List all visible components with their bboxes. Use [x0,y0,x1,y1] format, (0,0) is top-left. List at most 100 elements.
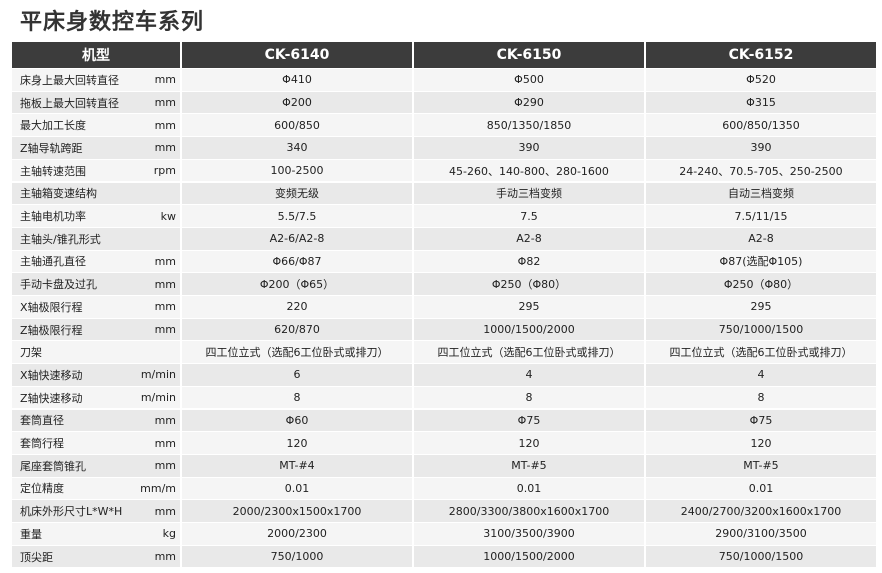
table-row: X轴极限行程 mm 220 295 295 [12,295,878,318]
param-value: 1000/1500/2000 [414,545,646,568]
param-value: 45-260、140-800、280-1600 [414,159,646,182]
param-unit: mm [142,545,182,568]
param-value: 750/1000 [182,545,414,568]
param-value: 340 [182,137,414,159]
table-row: 尾座套筒锥孔 mm MT-#4 MT-#5 MT-#5 [12,453,878,477]
param-unit: mm [142,69,182,91]
param-value: 0.01 [182,477,414,500]
param-value: 8 [646,386,878,409]
param-value: 四工位立式（选配6工位卧式或排刀） [646,341,878,364]
param-value: Φ200 [182,91,414,114]
param-value: 8 [414,386,646,409]
param-name: 套筒直径 [20,414,64,428]
param-value: 220 [182,296,414,318]
param-unit: mm [142,454,182,477]
param-value: 100-2500 [182,159,414,182]
param-value: 750/1000/1500 [646,318,878,341]
param-unit: mm [142,273,182,295]
param-name: 床身上最大回转直径 [20,73,119,87]
page-title: 平床身数控车系列 [20,10,205,35]
param-name: 刀架 [20,346,42,360]
param-unit: mm [142,432,182,454]
table-row: 主轴通孔直径 mm Φ66/Φ87 Φ82 Φ87(选配Φ105) [12,249,878,273]
param-value: Φ66/Φ87 [182,250,414,273]
table-row: Z轴导轨跨距 mm 340 390 390 [12,136,878,159]
param-value: MT-#4 [182,454,414,477]
table-row: 主轴头/锥孔形式 A2-6/A2-8 A2-8 A2-8 [12,226,878,250]
param-unit [142,341,182,364]
param-value: 120 [182,432,414,454]
param-unit [142,227,182,250]
param-value: 0.01 [414,477,646,500]
param-value: 1000/1500/2000 [414,318,646,341]
param-name: X轴极限行程 [20,300,83,314]
param-name: 重量 [20,527,42,541]
param-unit: m/min [141,364,182,386]
param-value: Φ250（Φ80） [646,273,878,295]
param-name: 主轴电机功率 [20,210,86,224]
table-row: 手动卡盘及过孔 mm Φ200（Φ65） Φ250（Φ80） Φ250（Φ80） [12,272,878,295]
param-unit: kw [142,205,182,227]
table-row: 主轴转速范围 rpm 100-2500 45-260、140-800、280-1600… [12,158,878,182]
param-value: Φ60 [182,409,414,432]
param-value: A2-6/A2-8 [182,227,414,250]
param-unit [142,182,182,205]
param-unit: mm [142,409,182,432]
param-unit: mm/m [140,477,182,500]
param-name: 顶尖距 [20,550,53,564]
table-row: 主轴电机功率 kw 5.5/7.5 7.5 7.5/11/15 [12,204,878,227]
table-row: 刀架 四工位立式（选配6工位卧式或排刀） 四工位立式（选配6工位卧式或排刀） 四工位立… [12,340,878,364]
param-value: Φ87(选配Φ105) [646,250,878,273]
table-row: 主轴箱变速结构 变频无级 手动三档变频 自动三档变频 [12,181,878,205]
param-name: 手动卡盘及过孔 [20,278,97,292]
header-cell: CK-6152 [646,42,878,68]
param-name: 主轴转速范围 [20,164,86,178]
table-row: 定位精度 mm/m 0.01 0.01 0.01 [12,476,878,500]
param-name: 主轴通孔直径 [20,255,86,269]
param-value: 变频无级 [182,182,414,205]
param-name: X轴快速移动 [20,368,83,382]
param-value: 3100/3500/3900 [414,523,646,545]
param-value: 7.5/11/15 [646,205,878,227]
param-value: 四工位立式（选配6工位卧式或排刀） [414,341,646,364]
param-value: Φ82 [414,250,646,273]
header-row: 机型 CK-6140 CK-6150 CK-6152 [12,41,878,68]
param-value: Φ410 [182,69,414,91]
param-unit: mm [142,296,182,318]
table-row: 套筒直径 mm Φ60 Φ75 Φ75 [12,408,878,432]
table-row: 拖板上最大回转直径 mm Φ200 Φ290 Φ315 [12,90,878,114]
param-value: 四工位立式（选配6工位卧式或排刀） [182,341,414,364]
param-value: A2-8 [414,227,646,250]
table-row: Z轴快速移动 m/min 8 8 8 [12,385,878,409]
param-value: 600/850 [182,114,414,137]
param-value: 600/850/1350 [646,114,878,137]
param-value: 750/1000/1500 [646,545,878,568]
param-value: 6 [182,364,414,386]
param-value: 2900/3100/3500 [646,523,878,545]
param-unit: mm [142,137,182,159]
param-unit: m/min [141,386,182,409]
param-value: Φ200（Φ65） [182,273,414,295]
param-value: 390 [414,137,646,159]
param-value: 2000/2300 [182,523,414,545]
param-value: 120 [414,432,646,454]
param-value: 620/870 [182,318,414,341]
param-value: 2000/2300x1500x1700 [182,500,414,522]
param-value: 4 [646,364,878,386]
param-value: Φ75 [646,409,878,432]
table-row: 重量 kg 2000/2300 3100/3500/3900 2900/3100/350… [12,522,878,545]
param-value: 2400/2700/3200x1600x1700 [646,500,878,522]
param-value: MT-#5 [646,454,878,477]
param-unit: kg [142,523,182,545]
param-name: Z轴导轨跨距 [20,141,83,155]
param-name: 定位精度 [20,482,64,496]
param-unit: rpm [142,159,182,182]
param-value: 295 [414,296,646,318]
param-name: Z轴极限行程 [20,323,83,337]
param-value: 24-240、70.5-705、250-2500 [646,159,878,182]
table-row: 顶尖距 mm 750/1000 1000/1500/2000 750/1000/1500 [12,544,878,568]
param-value: 2800/3300/3800x1600x1700 [414,500,646,522]
table-row: 最大加工长度 mm 600/850 850/1350/1850 600/850/1350 [12,113,878,137]
param-value: A2-8 [646,227,878,250]
